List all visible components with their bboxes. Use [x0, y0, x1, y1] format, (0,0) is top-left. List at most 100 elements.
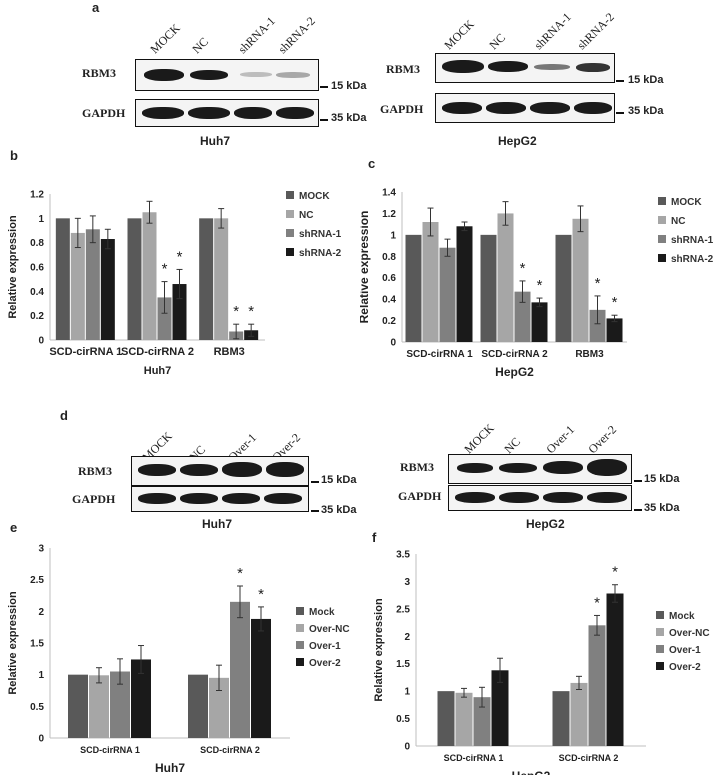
band: [276, 107, 314, 119]
band: [543, 461, 583, 474]
lane-label: shRNA-1: [531, 9, 574, 53]
x-axis-label: HepG2: [495, 365, 534, 379]
kda-label-35: 35 kDa: [321, 504, 357, 516]
band: [576, 63, 610, 72]
protein-label-rbm3: RBM3: [386, 62, 420, 76]
bar: [514, 291, 531, 342]
bar: [480, 234, 497, 342]
lane-label: MOCK: [147, 20, 183, 57]
bar: [209, 677, 229, 738]
marker-tick: [634, 480, 642, 482]
legend-label: shRNA-2: [299, 248, 342, 259]
legend-label: Over-NC: [309, 624, 350, 635]
bar: [131, 659, 151, 738]
band: [587, 492, 627, 503]
bar: [439, 247, 456, 342]
legend-label: NC: [299, 210, 313, 221]
y-axis-label: Relative expression: [7, 591, 19, 695]
significance-asterisk: *: [258, 586, 264, 603]
y-tick-label: 0: [390, 338, 396, 349]
bar: [188, 674, 208, 738]
lane-label: NC: [189, 34, 212, 57]
band: [234, 107, 272, 119]
category-label: SCD-cirRNA 2: [200, 745, 260, 755]
y-tick-label: 2: [38, 607, 44, 618]
protein-label-gapdh: GAPDH: [380, 102, 424, 116]
band: [457, 463, 493, 473]
category-label: RBM3: [214, 346, 245, 358]
y-tick-label: 1.2: [382, 209, 396, 220]
band: [530, 102, 570, 114]
legend-label: Over-1: [309, 641, 341, 652]
y-tick-label: 2.5: [30, 575, 44, 586]
legend-swatch: [296, 641, 304, 649]
y-axis-label: Relative expression: [373, 598, 385, 702]
band: [190, 70, 228, 80]
band: [142, 107, 184, 119]
y-tick-label: 3: [38, 544, 44, 555]
blot-strip-gapdh: [131, 486, 309, 512]
y-tick-label: 0.8: [30, 238, 44, 249]
bar: [70, 232, 85, 340]
lane-label: shRNA-2: [275, 13, 318, 57]
significance-asterisk: *: [520, 260, 526, 277]
legend-swatch: [296, 607, 304, 615]
bar: [555, 234, 572, 342]
legend-label: MOCK: [299, 191, 330, 202]
cell-line-label: HepG2: [526, 517, 565, 531]
category-label: SCD-cirRNA 1: [406, 349, 473, 360]
category-label: SCD-cirRNA 2: [559, 753, 619, 763]
bar: [89, 675, 109, 738]
bar-chart-e: 0 0.5 1 1.5 2 2.5 3 Relative expression SCD-cirR…: [7, 544, 350, 775]
lane-label: shRNA-1: [235, 13, 278, 57]
panel-letter-d: d: [60, 408, 68, 423]
y-tick-label: 1.5: [30, 639, 44, 650]
legend-label: MOCK: [671, 197, 702, 208]
lane-label: MOCK: [441, 16, 477, 53]
band: [144, 69, 184, 81]
kda-label-35: 35 kDa: [331, 112, 367, 124]
y-tick-label: 1: [390, 230, 396, 241]
band: [499, 463, 537, 473]
band: [587, 459, 627, 476]
bar: [491, 670, 509, 746]
legend-label: Over-NC: [669, 628, 710, 639]
legend-swatch: [296, 624, 304, 632]
legend-label: Over-2: [669, 662, 701, 673]
blot-strip-gapdh: [448, 485, 632, 511]
y-tick-label: 3.5: [396, 550, 410, 561]
category-label: SCD-cirRNA 1: [49, 346, 122, 358]
bar: [531, 302, 548, 342]
band: [442, 102, 482, 114]
y-tick-label: 1.4: [382, 188, 396, 199]
significance-asterisk: *: [595, 275, 601, 292]
y-tick-label: 0.4: [382, 295, 396, 306]
bar: [456, 226, 473, 342]
bar: [473, 697, 491, 746]
bar-chart-f: 0 0.5 1 1.5 2 2.5 3 3.5 Relative expression SCD-c…: [373, 550, 710, 775]
kda-label-15: 15 kDa: [321, 474, 357, 486]
y-tick-label: 0.6: [382, 273, 396, 284]
y-tick-label: 2.5: [396, 604, 410, 615]
legend-label: shRNA-1: [671, 235, 714, 246]
bar: [497, 213, 514, 342]
band: [266, 462, 304, 477]
significance-asterisk: *: [594, 594, 600, 611]
protein-label-gapdh: GAPDH: [72, 492, 116, 506]
panel-letter-a: a: [92, 0, 100, 15]
x-axis-label: Huh7: [155, 761, 185, 775]
y-tick-label: 0.2: [382, 316, 396, 327]
legend-swatch: [656, 645, 664, 653]
y-tick-label: 2: [404, 632, 410, 643]
bar: [214, 218, 229, 340]
lane-label: Over-2: [585, 422, 620, 457]
significance-asterisk: *: [177, 248, 183, 265]
marker-tick: [320, 119, 328, 121]
blot-strip-rbm3: [131, 456, 309, 486]
lane-label: shRNA-2: [574, 9, 617, 53]
bar: [55, 218, 70, 340]
y-tick-label: 0.5: [396, 714, 410, 725]
legend-label: shRNA-1: [299, 229, 342, 240]
cell-line-label: HepG2: [498, 134, 537, 148]
protein-label-rbm3: RBM3: [78, 464, 112, 478]
